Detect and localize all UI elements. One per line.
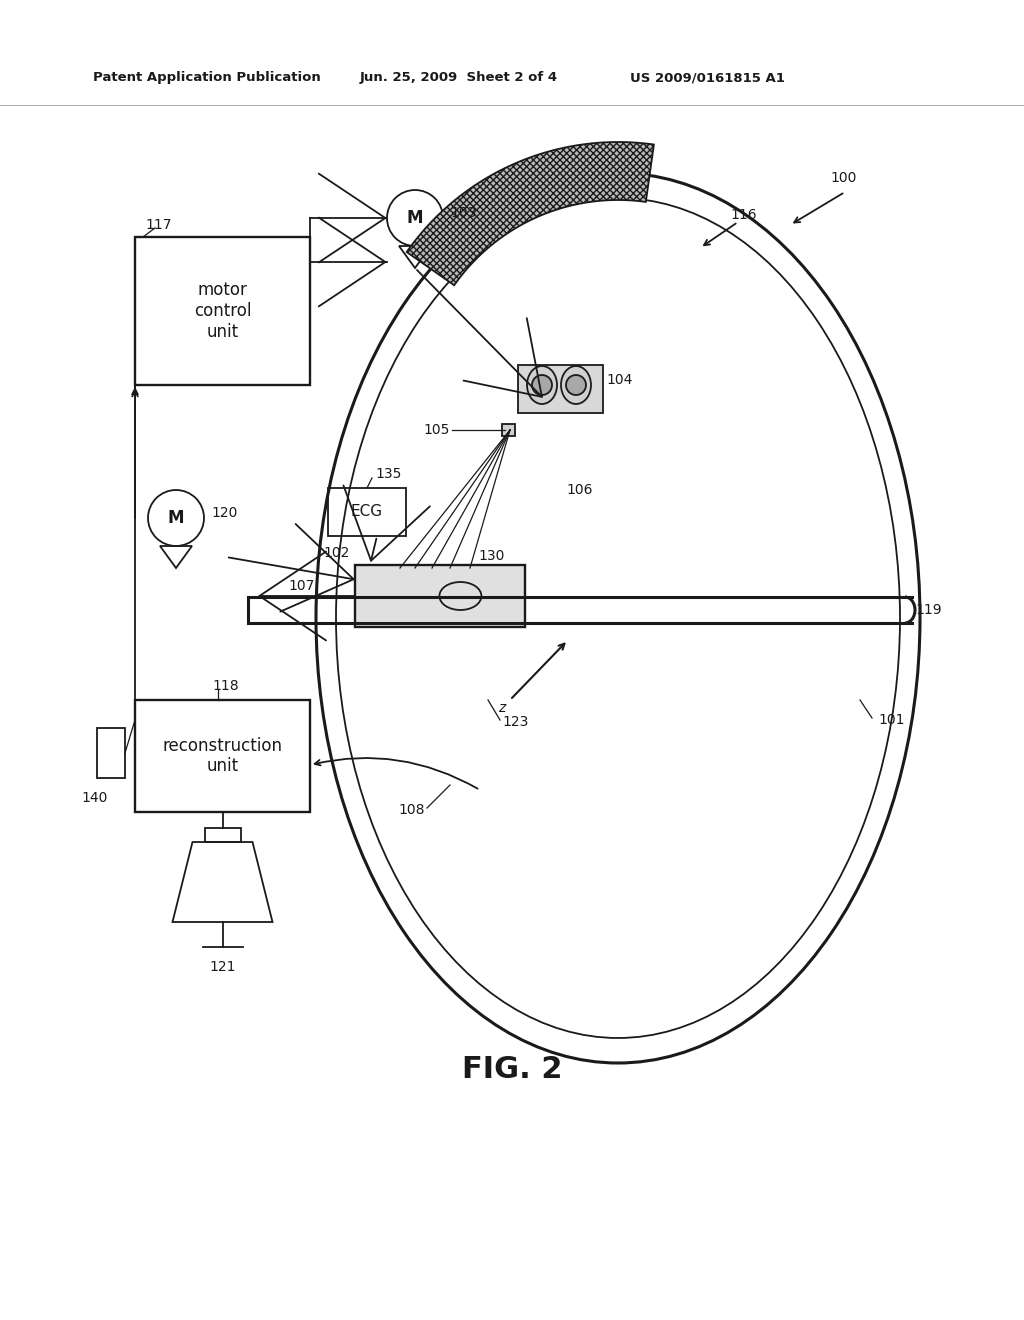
Text: z: z: [498, 701, 505, 715]
Text: M: M: [407, 209, 423, 227]
Text: ECG: ECG: [351, 504, 383, 520]
Text: 108: 108: [398, 803, 425, 817]
Bar: [97, 729, 125, 777]
Text: 140: 140: [82, 791, 109, 805]
Bar: [135, 238, 310, 385]
Text: 123: 123: [502, 715, 528, 729]
Ellipse shape: [527, 366, 557, 404]
Text: 130: 130: [478, 549, 505, 564]
Bar: [205, 828, 241, 842]
Bar: [328, 488, 406, 536]
Text: 107: 107: [289, 579, 315, 593]
Text: 105: 105: [424, 422, 450, 437]
Text: Jun. 25, 2009  Sheet 2 of 4: Jun. 25, 2009 Sheet 2 of 4: [360, 71, 558, 84]
Bar: [135, 700, 310, 812]
Polygon shape: [502, 424, 515, 436]
Text: 104: 104: [606, 374, 633, 387]
Text: reconstruction
unit: reconstruction unit: [163, 737, 283, 775]
Circle shape: [532, 375, 552, 395]
Text: 119: 119: [915, 603, 942, 616]
Text: 106: 106: [566, 483, 593, 498]
Text: US 2009/0161815 A1: US 2009/0161815 A1: [630, 71, 784, 84]
Text: 118: 118: [213, 678, 240, 693]
Polygon shape: [407, 143, 654, 285]
Text: 102: 102: [324, 546, 350, 560]
Text: 121: 121: [209, 960, 236, 974]
Text: M: M: [168, 510, 184, 527]
Text: 117: 117: [145, 218, 171, 232]
Text: 103: 103: [450, 206, 476, 220]
Text: motor
control
unit: motor control unit: [194, 281, 251, 341]
Text: FIG. 2: FIG. 2: [462, 1056, 562, 1085]
Ellipse shape: [561, 366, 591, 404]
Text: 116: 116: [730, 209, 757, 222]
Text: Patent Application Publication: Patent Application Publication: [93, 71, 321, 84]
Bar: [355, 565, 525, 627]
Text: 120: 120: [211, 506, 238, 520]
Text: 100: 100: [830, 172, 856, 185]
Text: 135: 135: [375, 467, 401, 480]
Circle shape: [566, 375, 586, 395]
Text: 101: 101: [878, 713, 904, 727]
Bar: [518, 366, 603, 413]
